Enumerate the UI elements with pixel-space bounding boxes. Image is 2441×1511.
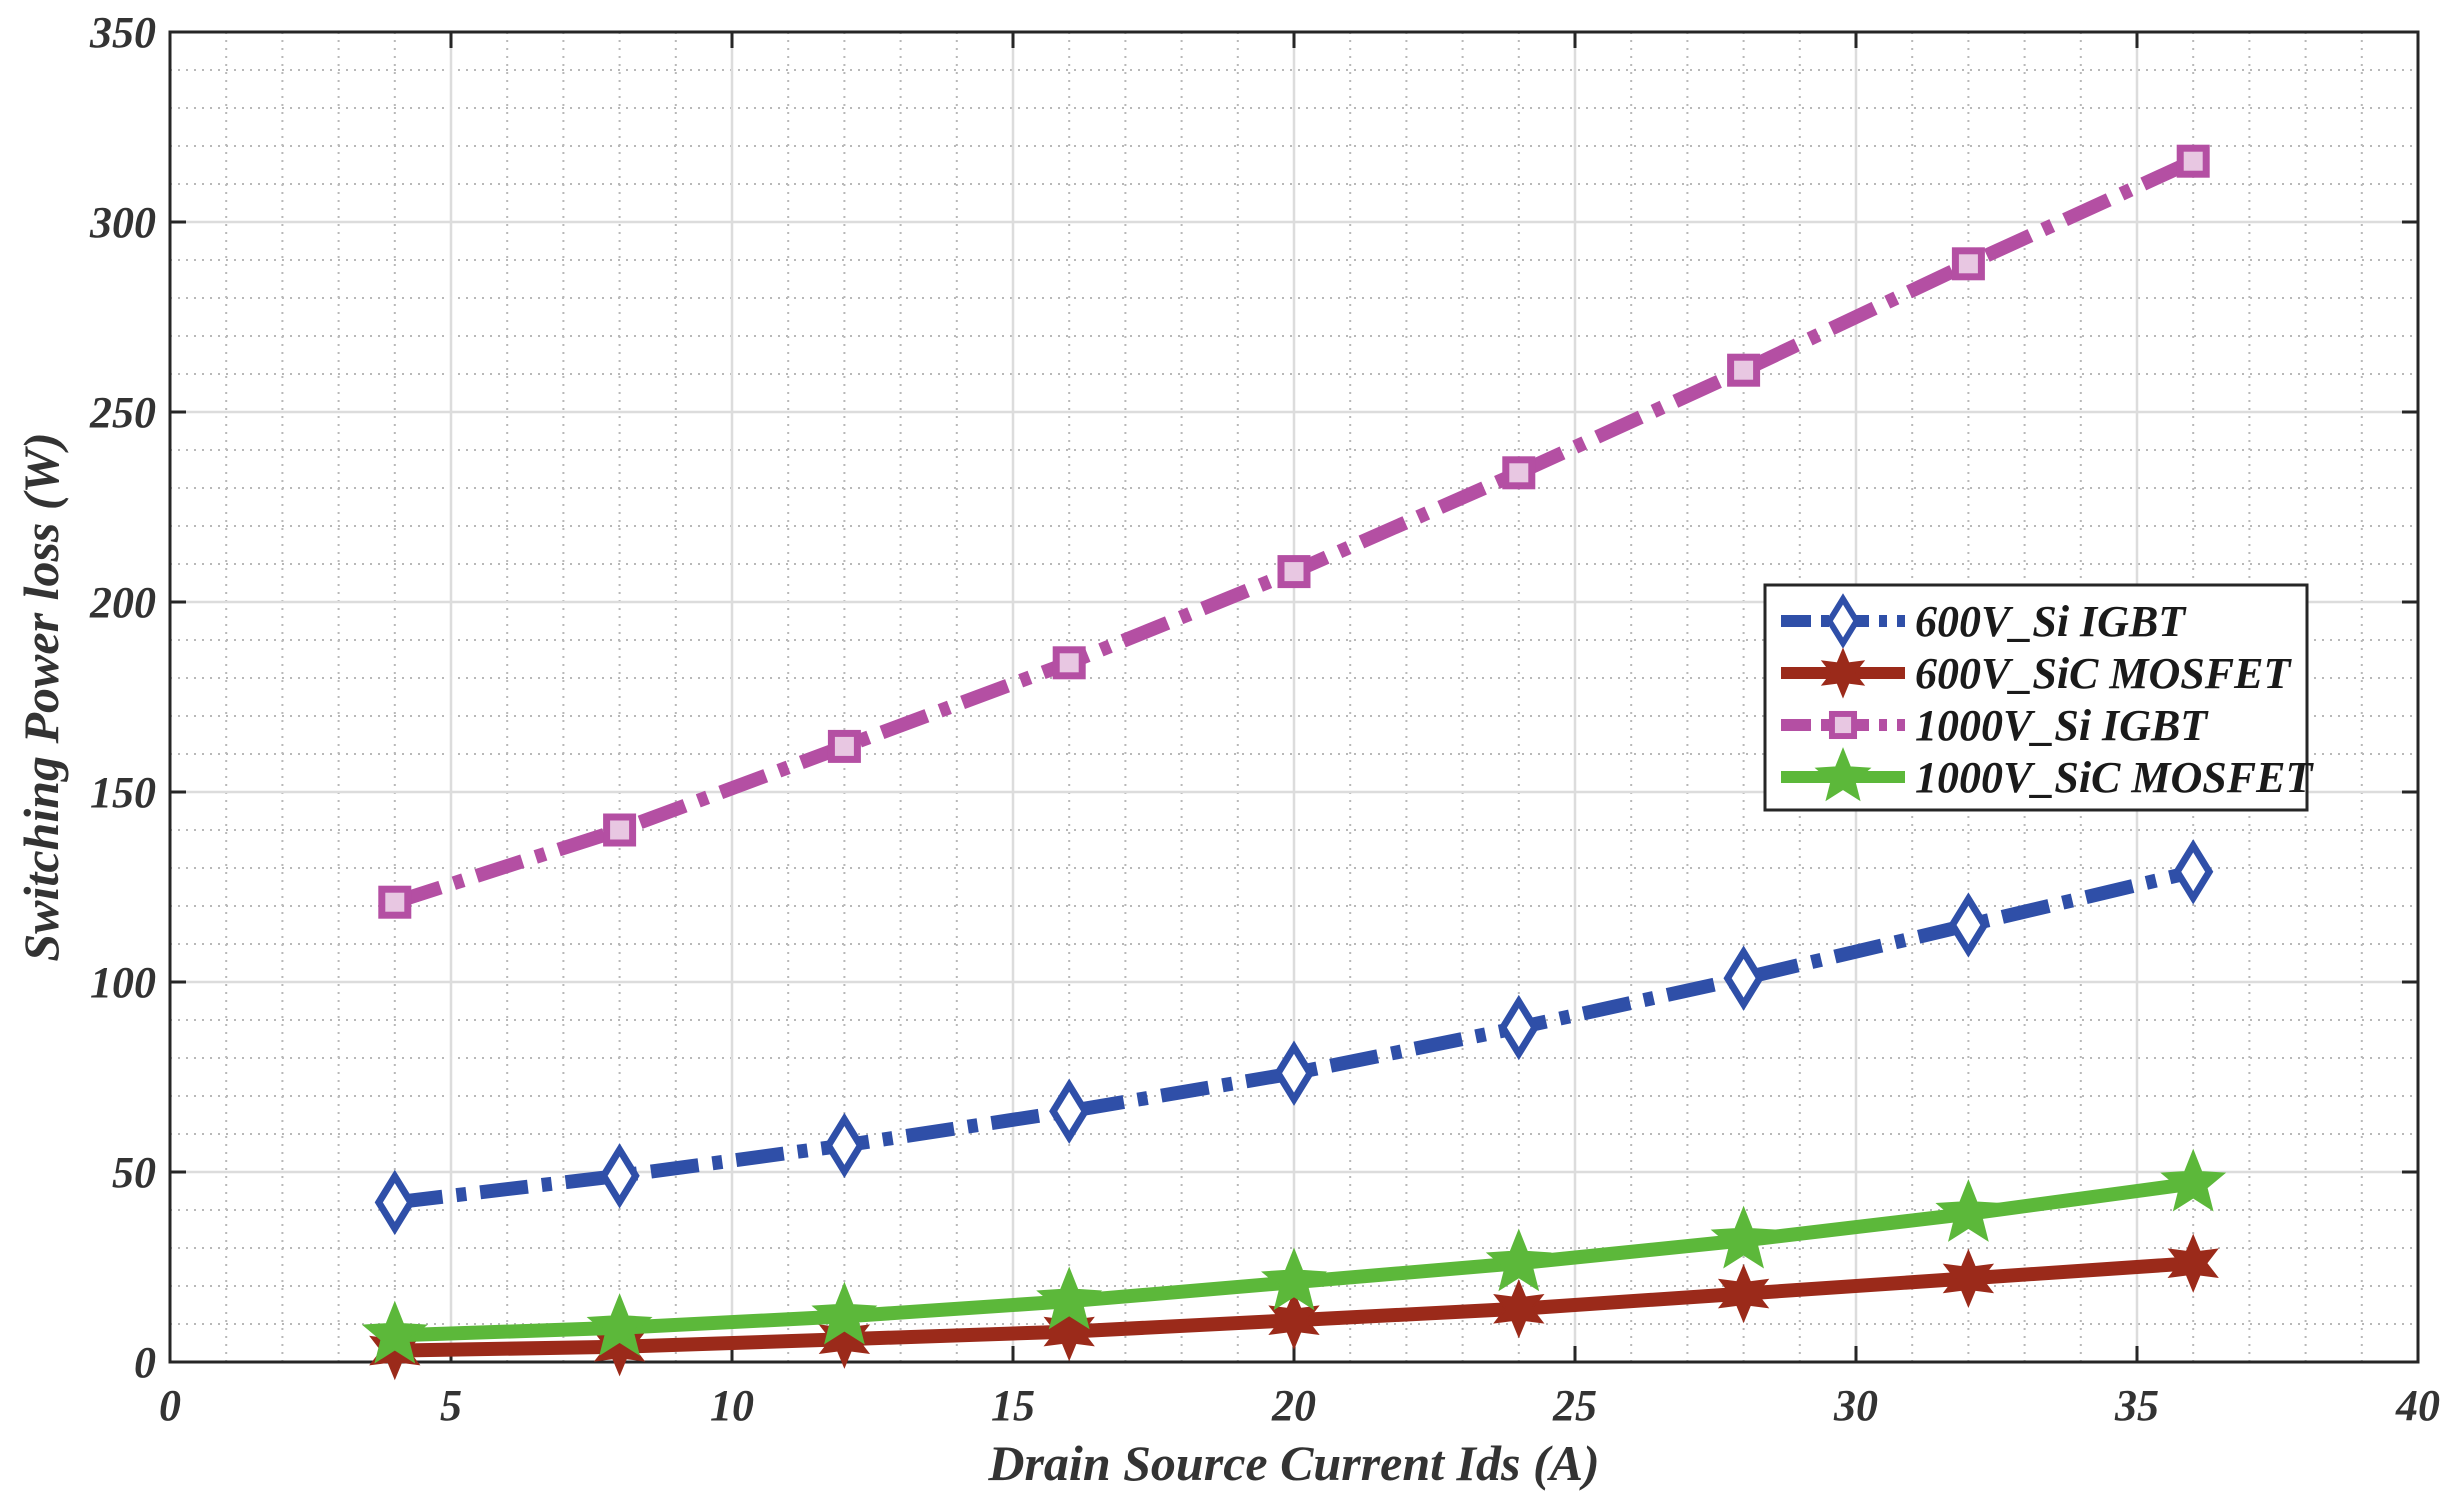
data-point [1493,1279,1545,1339]
x-tick-label: 0 [159,1381,181,1430]
series-0 [374,839,2214,1236]
y-tick-label: 150 [90,768,156,817]
x-tick-label: 40 [2395,1381,2440,1430]
x-tick-label: 5 [440,1381,462,1430]
data-point [1942,1248,1995,1309]
data-point [586,1293,653,1356]
data-point [1036,1266,1103,1330]
legend-marker [1820,647,1866,699]
legend-label: 1000V_Si IGBT [1915,701,2209,750]
y-tick-label: 200 [89,578,156,627]
y-tick-label: 300 [89,198,156,247]
series-1 [369,1233,2219,1381]
data-point [1723,945,1764,1011]
data-point [1261,1247,1327,1311]
data-point [1277,555,1311,589]
y-axis-title: Switching Power loss (W) [13,432,69,961]
x-tick-label: 10 [710,1381,754,1430]
x-tick-label: 20 [1271,1381,1316,1430]
data-point [1727,353,1761,387]
legend-item: 1000V_SiC MOSFET [1781,747,2314,802]
legend-label: 600V_SiC MOSFET [1915,649,2292,698]
data-point [1049,1078,1090,1144]
legend-marker [1825,593,1861,649]
data-point [827,729,861,763]
x-tick-label: 25 [1552,1381,1597,1430]
data-point [1948,892,1989,958]
data-point [824,1112,865,1179]
data-point [374,1169,415,1236]
data-point [1268,1290,1320,1350]
legend-marker [1814,747,1872,802]
series-3 [361,1148,2227,1364]
data-point [1951,247,1985,281]
series-group [361,144,2227,1381]
legend-label: 1000V_SiC MOSFET [1915,753,2314,802]
data-point [361,1300,428,1364]
data-point [1485,1228,1552,1292]
data-point [1710,1205,1777,1269]
data-point [2176,144,2210,178]
legend-marker [1828,710,1858,740]
y-tick-label: 250 [89,388,156,437]
data-point [1273,1040,1315,1106]
legend-item: 1000V_Si IGBT [1781,701,2209,750]
legend-item: 600V_SiC MOSFET [1781,647,2292,699]
data-point [2167,1233,2219,1293]
legend-label: 600V_Si IGBT [1915,597,2187,646]
data-point [1717,1263,1770,1324]
x-tick-label: 30 [1833,1381,1878,1430]
data-point [599,1143,640,1209]
x-axis-title: Drain Source Current Ids (A) [987,1435,1599,1491]
data-point [378,885,412,919]
data-point [603,813,637,847]
data-point [2173,839,2214,905]
y-tick-label: 350 [89,8,156,57]
series-line [393,864,2195,1210]
data-point [818,1309,871,1369]
data-point [2160,1148,2227,1212]
data-point [1498,994,1539,1061]
data-point [811,1281,878,1345]
y-tick-label: 50 [112,1148,156,1197]
y-tick-label: 0 [134,1338,156,1387]
x-tick-label: 15 [991,1381,1035,1430]
data-point [1052,646,1086,680]
data-point [1502,456,1536,490]
y-tick-label: 100 [90,958,156,1007]
legend-item: 600V_Si IGBT [1781,593,2187,649]
x-tick-label: 35 [2114,1381,2159,1430]
series-2 [378,144,2210,919]
data-point [1935,1179,2002,1242]
axes: 0 5 10 15 20 25 30 35 40 0 50 100 150 200 250 300 350 Dra… [13,8,2440,1491]
data-point [1043,1301,1095,1362]
